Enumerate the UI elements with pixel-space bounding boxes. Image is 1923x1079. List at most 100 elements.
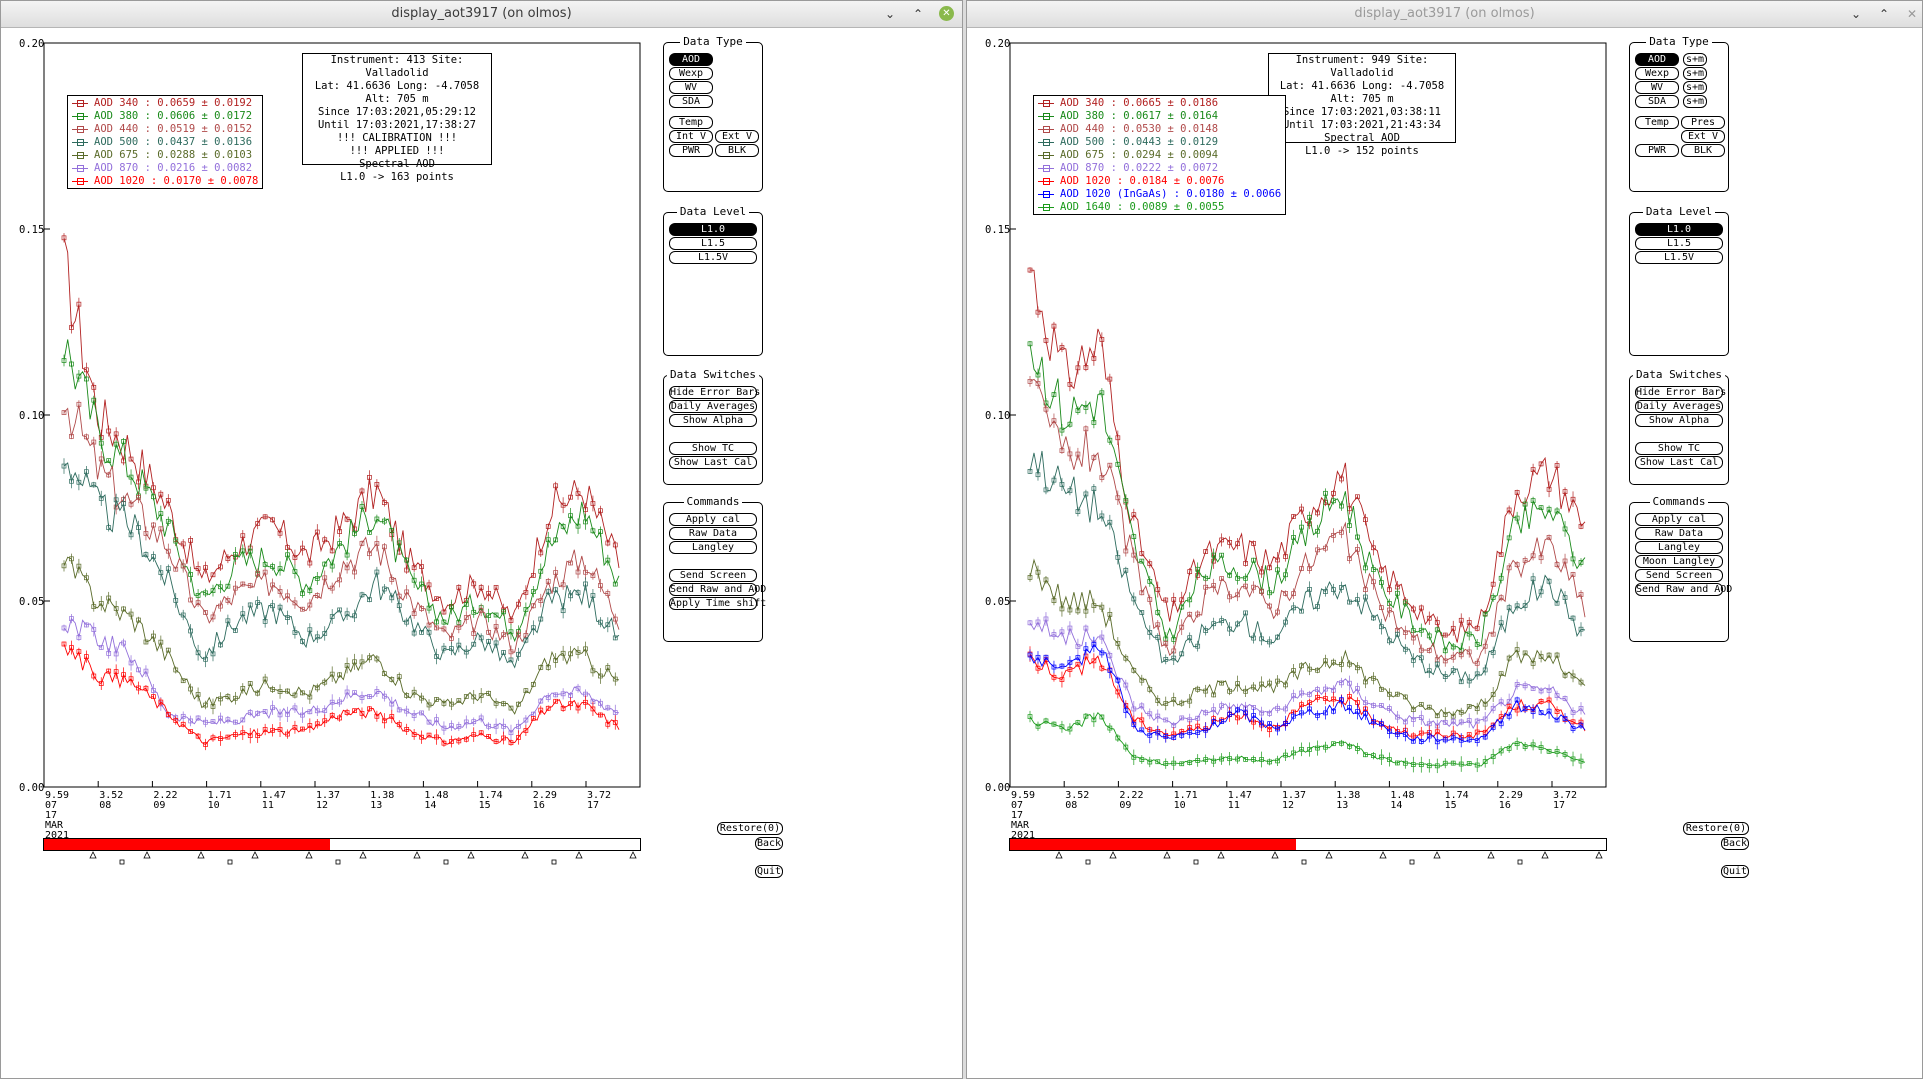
data-type-aod-button[interactable]: AOD — [669, 53, 713, 66]
data-point — [359, 659, 365, 665]
data-type-temp-button[interactable]: Temp — [1635, 116, 1679, 129]
data-type-wexp-button[interactable]: Wexp — [1635, 67, 1679, 80]
data-point — [583, 699, 588, 705]
data-point — [1506, 699, 1512, 704]
hide-error-bars-button[interactable]: Hide Error Bars — [1635, 386, 1727, 399]
send-raw-and-aod-button[interactable]: Send Raw and AOD — [1635, 583, 1733, 596]
data-type-ext-v-button[interactable]: Ext V — [715, 130, 759, 143]
sum-mode-button[interactable]: s+m — [1683, 95, 1707, 108]
hide-error-bars-button[interactable]: Hide Error Bars — [669, 386, 761, 399]
back-button[interactable]: Back — [755, 837, 783, 850]
data-point — [1291, 668, 1296, 673]
apply-cal-button[interactable]: Apply cal — [1635, 513, 1723, 526]
data-type-pwr-button[interactable]: PWR — [1635, 144, 1679, 157]
data-type-wv-button[interactable]: WV — [669, 81, 713, 94]
sum-mode-button[interactable]: s+m — [1683, 53, 1707, 66]
data-point — [1187, 597, 1193, 603]
data-point — [1219, 576, 1225, 581]
restore-button[interactable]: ⌃ — [1878, 7, 1890, 21]
data-point — [1554, 709, 1560, 714]
data-point — [367, 655, 372, 661]
data-point — [1538, 555, 1544, 561]
daily-averages-button[interactable]: Daily Averages — [1635, 400, 1723, 413]
quit-button[interactable]: Quit — [755, 865, 783, 878]
data-type-blk-button[interactable]: BLK — [1681, 144, 1725, 157]
minimize-button[interactable]: ⌄ — [1850, 7, 1862, 21]
data-point — [1307, 691, 1312, 697]
close-button[interactable]: ✕ — [939, 6, 954, 21]
data-point — [76, 563, 82, 569]
data-type-pwr-button[interactable]: PWR — [669, 144, 713, 157]
data-type-wexp-button[interactable]: Wexp — [669, 67, 713, 80]
data-level-l1-5v-button[interactable]: L1.5V — [1635, 251, 1723, 264]
data-type-temp-button[interactable]: Temp — [669, 116, 713, 129]
back-button[interactable]: Back — [1721, 837, 1749, 850]
raw-data-button[interactable]: Raw Data — [669, 527, 757, 540]
sum-mode-button[interactable]: s+m — [1683, 81, 1707, 94]
data-type-sda-button[interactable]: SDA — [1635, 95, 1679, 108]
data-point — [1426, 733, 1432, 739]
data-point — [1283, 591, 1288, 596]
send-raw-and-aod-button[interactable]: Send Raw and AOD — [669, 583, 767, 596]
data-level-l1-5-button[interactable]: L1.5 — [669, 237, 757, 250]
data-point — [1299, 663, 1304, 669]
data-point — [1147, 711, 1153, 717]
data-type-int-v-button[interactable]: Int V — [669, 130, 713, 143]
send-screen-button[interactable]: Send Screen — [1635, 569, 1723, 582]
data-point — [113, 441, 119, 447]
quit-button[interactable]: Quit — [1721, 865, 1749, 878]
show-alpha-button[interactable]: Show Alpha — [669, 414, 757, 427]
restore-button[interactable]: Restore(0) — [1683, 822, 1749, 835]
restore-button[interactable]: ⌃ — [912, 7, 924, 21]
data-level-l1-0-button[interactable]: L1.0 — [1635, 223, 1723, 236]
data-point — [1027, 652, 1033, 658]
data-type-wv-button[interactable]: WV — [1635, 81, 1679, 94]
data-type-blk-button[interactable]: BLK — [715, 144, 759, 157]
show-tc-button[interactable]: Show TC — [1635, 442, 1723, 455]
legend-label: AOD 870 : 0.0216 ± 0.0082 — [94, 162, 253, 174]
langley-button[interactable]: Langley — [1635, 541, 1723, 554]
sum-mode-button[interactable]: s+m — [1683, 67, 1707, 80]
legend-label: AOD 1020 (InGaAs) : 0.0180 ± 0.0066 — [1060, 188, 1282, 200]
data-type-sda-button[interactable]: SDA — [669, 95, 713, 108]
raw-data-button[interactable]: Raw Data — [1635, 527, 1723, 540]
show-last-cal-button[interactable]: Show Last Cal — [669, 456, 757, 469]
time-range-bar[interactable] — [43, 838, 641, 851]
restore-button[interactable]: Restore(0) — [717, 822, 783, 835]
data-point — [1466, 620, 1472, 625]
data-point — [419, 581, 424, 587]
data-point — [1203, 584, 1209, 590]
show-tc-button[interactable]: Show TC — [669, 442, 757, 455]
apply-cal-button[interactable]: Apply cal — [669, 513, 757, 526]
moon-langley-button[interactable]: Moon Langley — [1635, 555, 1723, 568]
data-point — [1387, 607, 1392, 613]
data-point — [1530, 498, 1536, 504]
show-last-cal-button[interactable]: Show Last Cal — [1635, 456, 1723, 469]
data-level-l1-5-button[interactable]: L1.5 — [1635, 237, 1723, 250]
send-screen-button[interactable]: Send Screen — [669, 569, 757, 582]
data-type-ext-v-button[interactable]: Ext V — [1681, 130, 1725, 143]
daily-averages-button[interactable]: Daily Averages — [669, 400, 757, 413]
data-point — [1546, 578, 1552, 584]
data-point — [553, 698, 559, 704]
apply-time-shift-button[interactable]: Apply Time shift — [669, 597, 767, 610]
data-point — [359, 488, 365, 494]
data-type-aod-button[interactable]: AOD — [1635, 53, 1679, 66]
show-alpha-button[interactable]: Show Alpha — [1635, 414, 1723, 427]
x-tick-value: 1.71 — [208, 790, 232, 801]
data-point — [434, 734, 439, 740]
data-point — [523, 717, 529, 723]
minimize-button[interactable]: ⌄ — [884, 7, 896, 21]
data-point — [1450, 718, 1456, 724]
data-level-l1-5v-button[interactable]: L1.5V — [669, 251, 757, 264]
langley-button[interactable]: Langley — [669, 541, 757, 554]
data-point — [1418, 715, 1424, 721]
data-point — [1339, 740, 1344, 746]
data-point — [1035, 569, 1041, 575]
time-range-bar[interactable] — [1009, 838, 1607, 851]
data-type-pres-button[interactable]: Pres — [1681, 116, 1725, 129]
triangle-marker-icon — [305, 851, 313, 859]
data-level-l1-0-button[interactable]: L1.0 — [669, 223, 757, 236]
legend-label: AOD 500 : 0.0437 ± 0.0136 — [94, 136, 253, 148]
close-button[interactable]: ✕ — [1906, 7, 1918, 21]
